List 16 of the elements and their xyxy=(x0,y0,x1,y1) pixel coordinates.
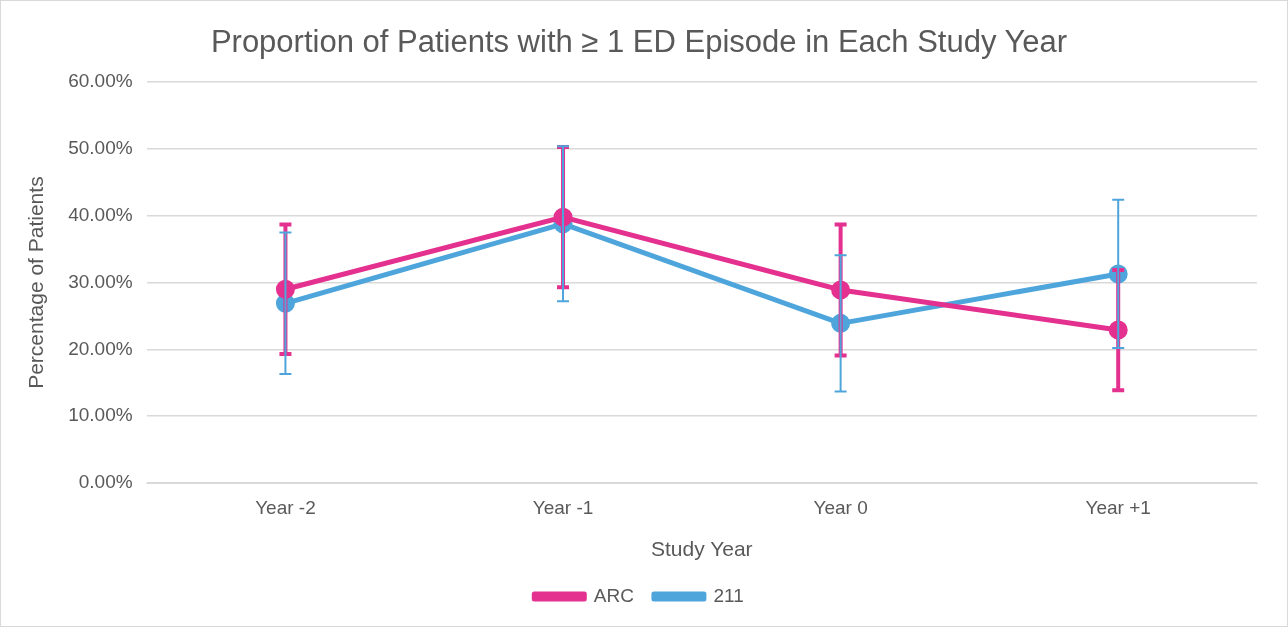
x-tick-label: Year +1 xyxy=(1085,496,1151,518)
y-tick-label: 30.00% xyxy=(68,270,133,292)
x-tick-label: Year -2 xyxy=(255,496,316,518)
legend-label: ARC xyxy=(593,584,634,606)
chart-title: Proportion of Patients with ≥ 1 ED Episode in Each Study Year xyxy=(210,24,1068,60)
y-tick-label: 0.00% xyxy=(78,471,133,493)
y-tick-label: 40.00% xyxy=(68,204,133,226)
y-tick-label: 20.00% xyxy=(68,337,133,359)
x-tick-label: Year 0 xyxy=(813,496,868,518)
y-tick-label: 10.00% xyxy=(68,404,133,426)
y-tick-label: 50.00% xyxy=(68,137,133,159)
x-tick-label: Year -1 xyxy=(532,496,594,518)
y-tick-label: 60.00% xyxy=(68,70,133,92)
y-axis-title: Percentage of Patients xyxy=(24,176,48,389)
x-axis-title: Study Year xyxy=(651,537,753,561)
legend-label: 211 xyxy=(713,584,744,606)
